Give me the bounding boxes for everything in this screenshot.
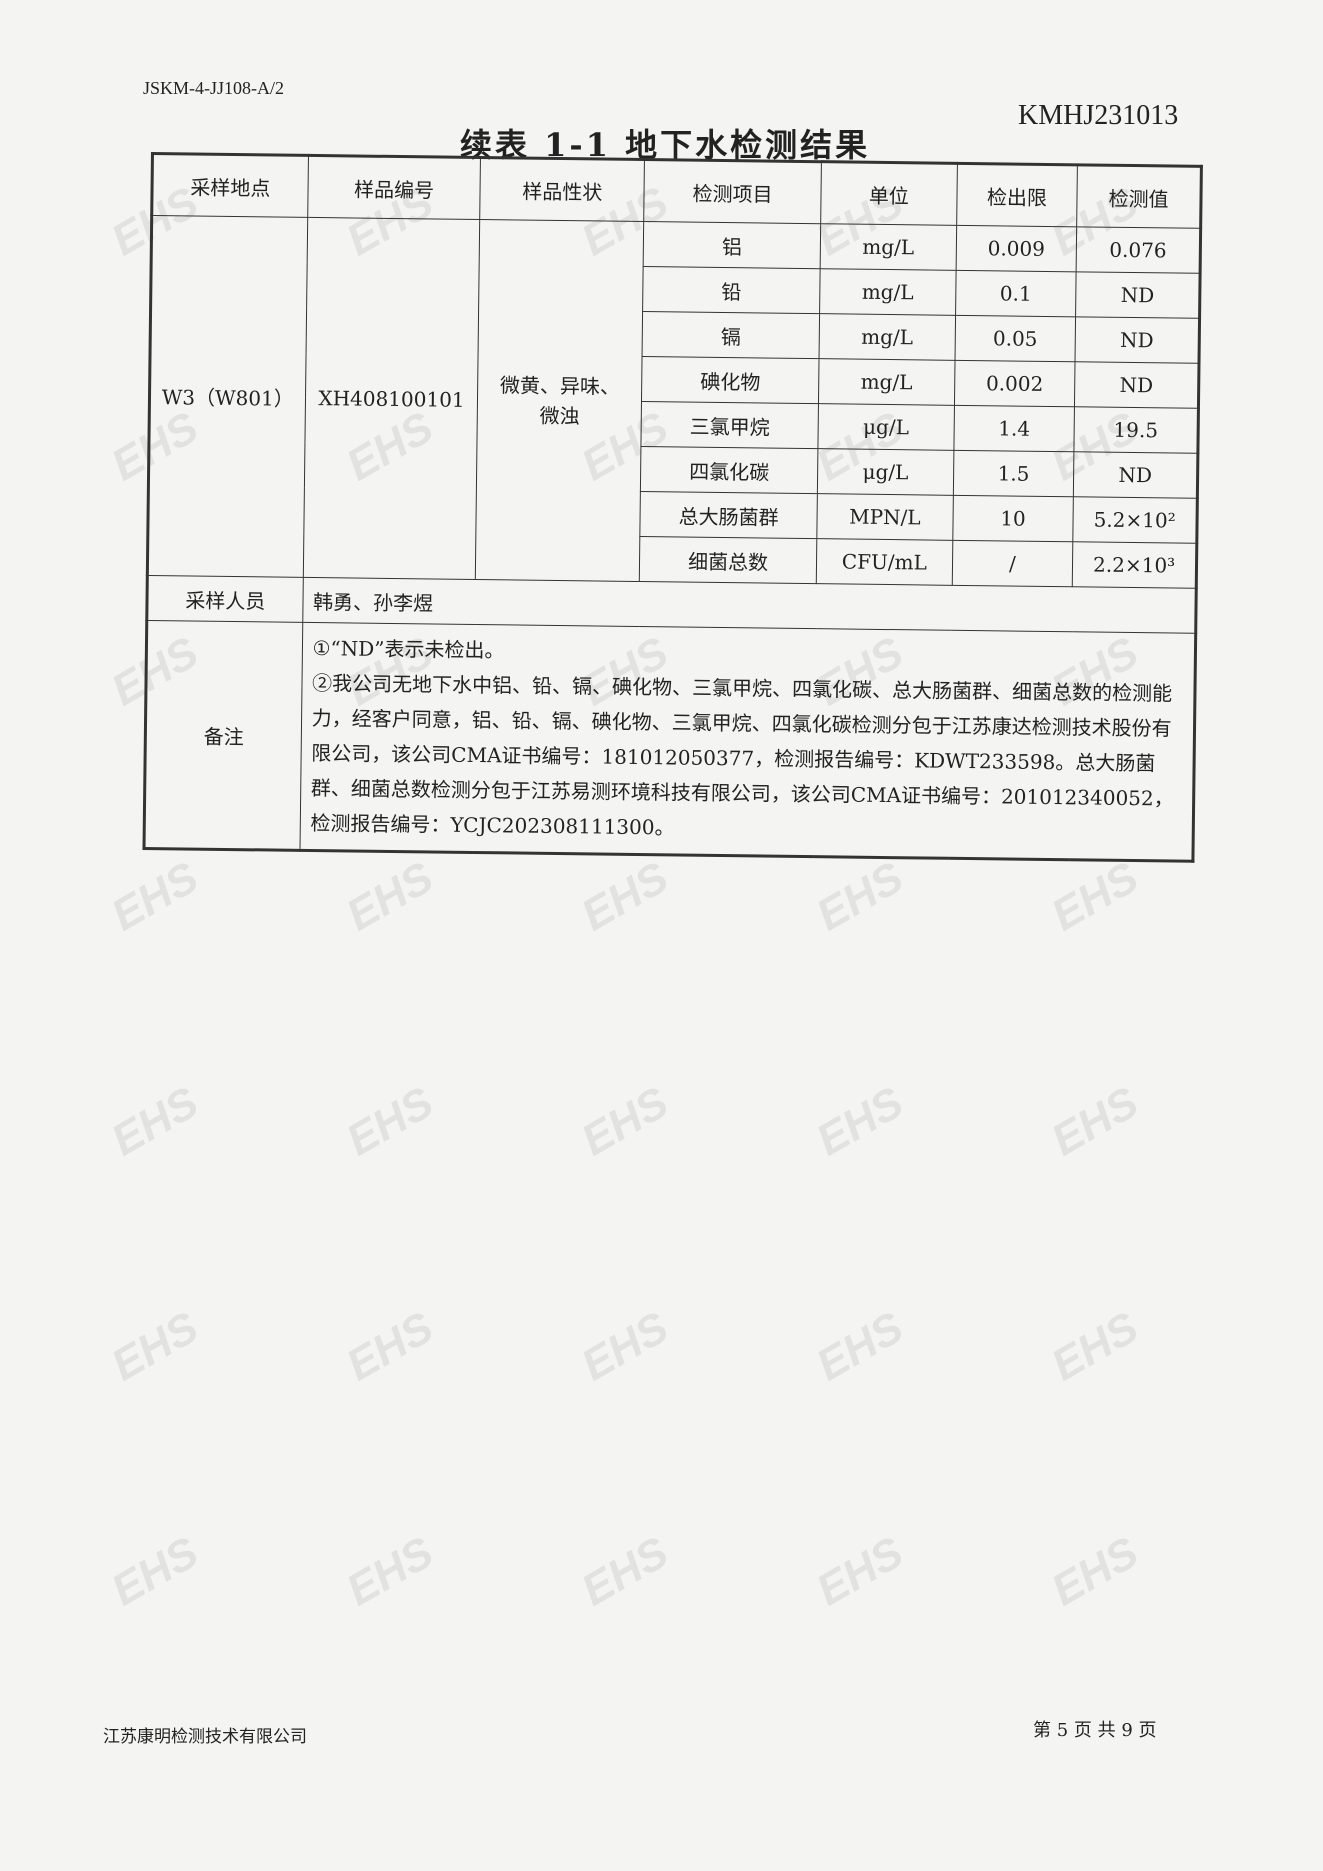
limit-cell: 0.1 [955, 270, 1077, 317]
limit-cell: 1.4 [953, 405, 1075, 452]
unit-cell: CFU/mL [816, 538, 953, 586]
unit-cell: MPN/L [816, 493, 954, 541]
limit-cell: 1.5 [953, 450, 1075, 497]
page-number: 第 5 页 共 9 页 [1033, 1720, 1157, 1741]
watermark-logo: EHS [103, 1527, 207, 1616]
remarks-label: 备注 [143, 620, 303, 851]
value-cell: ND [1073, 451, 1198, 499]
unit-cell: mg/L [820, 223, 957, 271]
col-header: 检出限 [956, 163, 1078, 227]
unit-cell: mg/L [819, 313, 956, 361]
value-cell: 2.2×10³ [1072, 541, 1197, 589]
unit-cell: mg/L [818, 358, 955, 406]
value-cell: 19.5 [1074, 406, 1199, 454]
watermark-logo: EHS [338, 1302, 442, 1391]
watermark-logo: EHS [338, 1527, 442, 1616]
remarks-cell: ①“ND”表示未检出。 ②我公司无地下水中铝、铅、镉、碘化物、三氯甲烷、四氯化碳… [299, 622, 1196, 862]
watermark-logo: EHS [808, 852, 912, 941]
item-cell: 总大肠菌群 [639, 491, 818, 539]
remarks-row: 备注 ①“ND”表示未检出。 ②我公司无地下水中铝、铅、镉、碘化物、三氯甲烷、四… [143, 620, 1196, 862]
watermark-logo: EHS [103, 1077, 207, 1166]
value-cell: ND [1075, 271, 1201, 319]
results-table: 采样地点 样品编号 样品性状 检测项目 单位 检出限 检测值 W3（W801） … [142, 152, 1203, 863]
col-header: 采样地点 [151, 153, 309, 218]
watermark-logo: EHS [573, 1077, 677, 1166]
col-header: 样品性状 [480, 157, 645, 222]
col-header: 检测值 [1076, 164, 1202, 229]
sample-id-cell: XH408100101 [302, 217, 481, 580]
col-header: 单位 [820, 161, 958, 226]
limit-cell: 0.009 [955, 225, 1077, 272]
watermark-logo: EHS [1043, 1527, 1147, 1616]
company-name: 江苏康明检测技术有限公司 [103, 1727, 307, 1747]
limit-cell: 0.05 [954, 315, 1076, 362]
col-header: 样品编号 [307, 155, 481, 220]
value-cell: ND [1074, 361, 1199, 409]
page-title: 续表 1-1 地下水检测结果 [460, 126, 871, 164]
doc-code: JSKM-4-JJ108-A/2 [143, 78, 285, 98]
item-cell: 镉 [642, 311, 820, 359]
item-cell: 碘化物 [641, 356, 820, 404]
value-cell: ND [1075, 316, 1200, 364]
item-cell: 铝 [643, 221, 821, 269]
item-cell: 铅 [642, 266, 821, 314]
item-cell: 细菌总数 [639, 536, 817, 584]
value-cell: 5.2×10² [1073, 496, 1198, 544]
watermark-logo: EHS [808, 1302, 912, 1391]
watermark-logo: EHS [338, 852, 442, 941]
watermark-logo: EHS [808, 1077, 912, 1166]
watermark-logo: EHS [573, 852, 677, 941]
item-cell: 四氯化碳 [640, 446, 818, 494]
value-cell: 0.076 [1076, 226, 1201, 274]
watermark-logo: EHS [1043, 1302, 1147, 1391]
limit-cell: 0.002 [954, 360, 1076, 407]
sample-desc: 微黄、异味、微浊 [499, 372, 621, 428]
report-number: KMHJ231013 [1018, 100, 1179, 131]
sampler-label: 采样人员 [146, 575, 303, 623]
location-cell: W3（W801） [147, 215, 308, 578]
watermark-logo: EHS [808, 1527, 912, 1616]
watermark-logo: EHS [1043, 852, 1147, 941]
col-header: 检测项目 [643, 159, 822, 224]
watermark-logo: EHS [103, 852, 207, 941]
sample-desc-cell: 微黄、异味、微浊 [475, 219, 644, 582]
unit-cell: mg/L [819, 268, 956, 316]
watermark-logo: EHS [338, 1077, 442, 1166]
watermark-logo: EHS [1043, 1077, 1147, 1166]
item-cell: 三氯甲烷 [641, 401, 819, 449]
watermark-logo: EHS [573, 1527, 677, 1616]
unit-cell: μg/L [817, 403, 955, 451]
limit-cell: 10 [952, 495, 1074, 542]
limit-cell: / [951, 540, 1074, 587]
watermark-logo: EHS [573, 1302, 677, 1391]
watermark-logo: EHS [103, 1302, 207, 1391]
remark-2: ②我公司无地下水中铝、铅、镉、碘化物、三氯甲烷、四氯化碳、总大肠菌群、细菌总数的… [310, 671, 1174, 840]
unit-cell: μg/L [817, 448, 954, 496]
